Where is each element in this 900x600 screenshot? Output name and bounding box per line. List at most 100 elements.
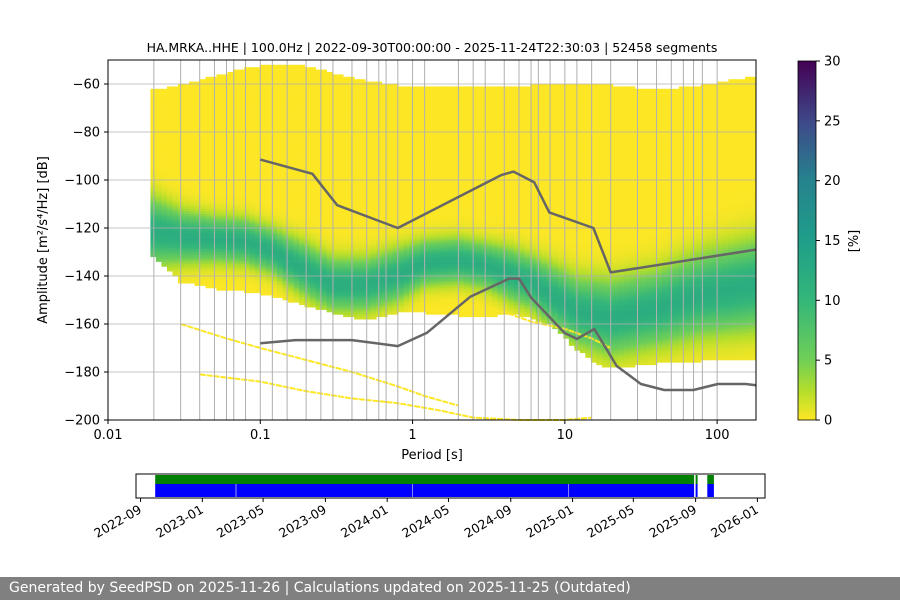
psd-cell	[354, 96, 361, 99]
psd-cell	[332, 276, 339, 279]
psd-cell	[365, 115, 372, 118]
psd-cell	[188, 228, 195, 231]
psd-cell	[431, 264, 438, 267]
psd-cell	[161, 237, 168, 241]
psd-cell	[161, 189, 168, 193]
psd-cell	[194, 235, 201, 238]
psd-cell	[398, 189, 405, 193]
psd-cell	[266, 228, 272, 231]
psd-cell	[326, 103, 333, 106]
psd-cell	[249, 252, 256, 255]
psd-cell	[398, 158, 405, 162]
psd-cell	[337, 165, 344, 169]
psd-cell	[166, 184, 173, 188]
psd-cell	[315, 153, 322, 157]
psd-cell	[222, 194, 228, 198]
psd-cell	[222, 220, 228, 224]
psd-cell	[425, 268, 432, 272]
psd-cell	[304, 237, 311, 241]
psd-cell	[403, 211, 410, 214]
psd-cell	[414, 254, 421, 258]
psd-cell	[337, 196, 344, 200]
psd-cell	[392, 122, 399, 126]
psd-cell	[343, 220, 350, 224]
psd-cell	[359, 316, 366, 320]
psd-cell	[299, 153, 305, 157]
psd-cell	[188, 144, 195, 147]
psd-cell	[199, 196, 206, 200]
psd-cell	[277, 156, 283, 159]
psd-cell	[442, 170, 449, 174]
psd-cell	[222, 285, 228, 289]
psd-cell	[354, 194, 361, 198]
psd-cell	[238, 204, 245, 207]
psd-cell	[337, 220, 344, 224]
psd-cell	[249, 88, 256, 92]
psd-cell	[310, 168, 316, 171]
psd-cell	[155, 153, 162, 157]
psd-cell	[420, 218, 427, 222]
psd-cell	[277, 88, 283, 92]
psd-cell	[282, 230, 289, 234]
psd-cell	[387, 139, 394, 142]
psd-cell	[266, 156, 272, 159]
psd-cell	[310, 290, 316, 294]
psd-cell	[365, 280, 372, 284]
psd-cell	[343, 124, 350, 128]
psd-cell	[155, 187, 162, 190]
psd-cell	[244, 96, 250, 99]
psd-cell	[343, 249, 350, 253]
psd-cell	[414, 252, 421, 255]
psd-cell	[381, 240, 388, 243]
psd-cell	[354, 223, 361, 226]
psd-cell	[326, 259, 333, 262]
psd-cell	[442, 204, 449, 207]
psd-cell	[354, 112, 361, 116]
psd-cell	[359, 208, 366, 212]
psd-cell	[227, 276, 234, 279]
psd-cell	[260, 242, 267, 246]
psd-cell	[420, 165, 427, 169]
psd-cell	[420, 148, 427, 152]
psd-cell	[183, 266, 190, 270]
psd-cell	[260, 110, 267, 114]
psd-cell	[381, 295, 388, 298]
psd-cell	[436, 201, 443, 205]
psd-cell	[414, 278, 421, 282]
psd-cell	[321, 108, 328, 111]
psd-cell	[244, 158, 250, 162]
psd-cell	[216, 96, 223, 99]
psd-cell	[216, 144, 223, 147]
psd-cell	[222, 177, 228, 181]
psd-cell	[293, 74, 300, 78]
psd-cell	[260, 230, 267, 234]
psd-cell	[332, 290, 339, 294]
psd-cell	[365, 199, 372, 202]
psd-cell	[194, 271, 201, 274]
psd-cell	[199, 278, 206, 282]
psd-cell	[392, 206, 399, 210]
psd-cell	[392, 261, 399, 265]
psd-cell	[249, 84, 256, 87]
psd-cell	[282, 213, 289, 217]
psd-cell	[161, 196, 168, 200]
psd-cell	[227, 93, 234, 97]
psd-cell	[326, 283, 333, 286]
psd-cell	[326, 120, 333, 123]
psd-cell	[199, 192, 206, 195]
psd-cell	[238, 206, 245, 210]
psd-cell	[304, 124, 311, 128]
psd-cell	[216, 153, 223, 157]
psd-cell	[172, 264, 179, 267]
psd-cell	[222, 122, 228, 126]
psd-cell	[238, 256, 245, 260]
psd-cell	[414, 228, 421, 231]
psd-cell	[216, 91, 223, 94]
psd-cell	[359, 100, 366, 104]
psd-cell	[436, 132, 443, 135]
psd-cell	[222, 271, 228, 274]
psd-cell	[227, 235, 234, 238]
psd-cell	[227, 141, 234, 145]
psd-cell	[337, 184, 344, 188]
psd-cell	[343, 254, 350, 258]
